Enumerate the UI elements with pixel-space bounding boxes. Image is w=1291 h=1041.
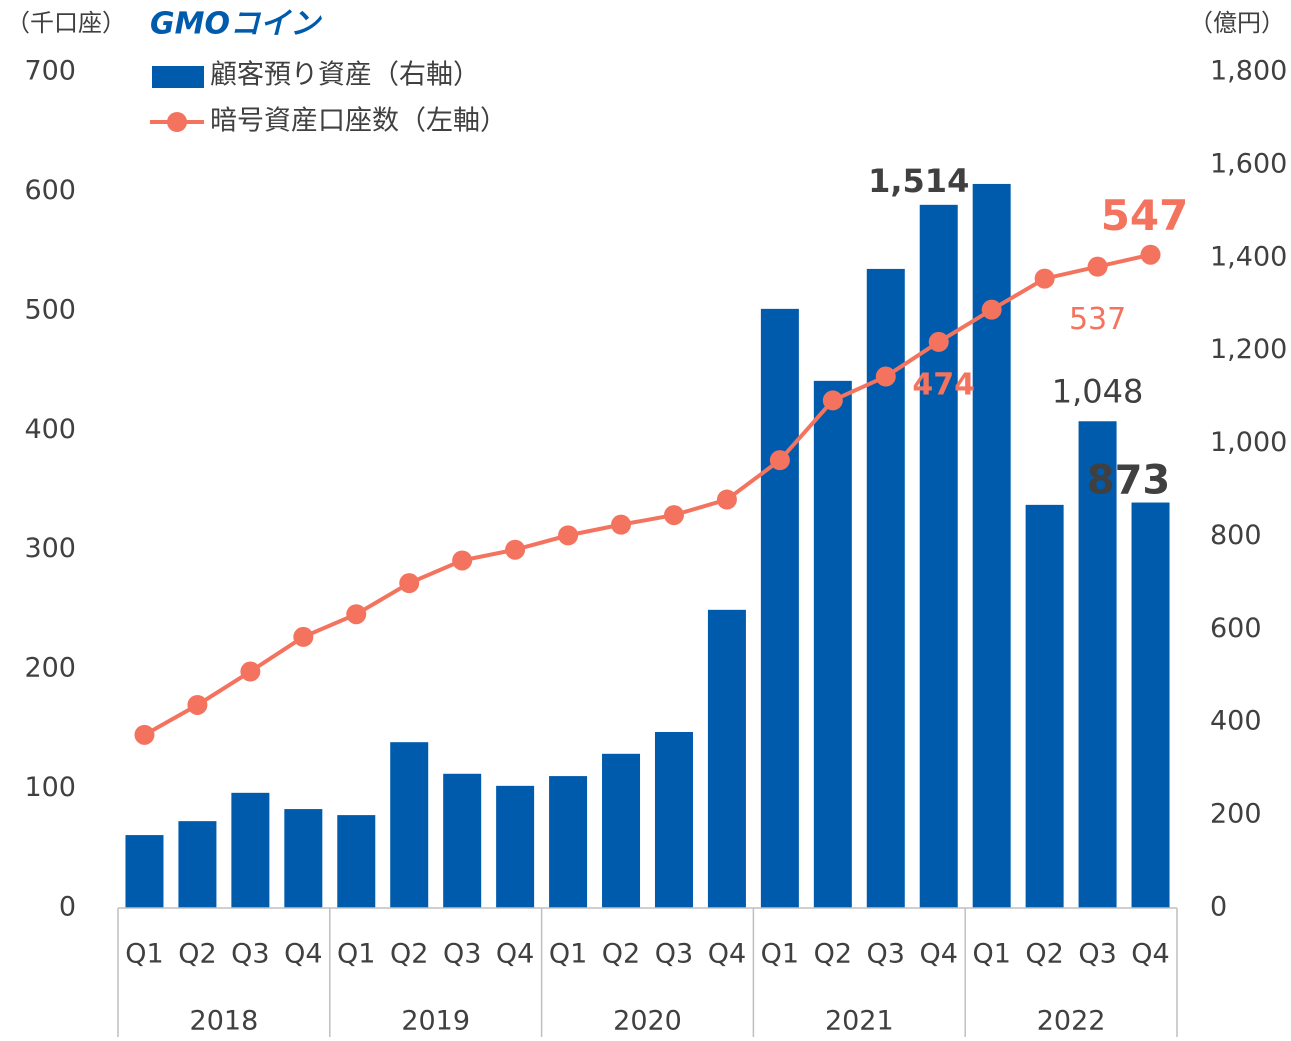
line-point [716,489,737,510]
y2-tick-label: 1,000 [1210,427,1287,458]
bar [919,204,958,908]
bar [178,821,217,908]
bar [602,753,641,908]
line-point [505,539,526,560]
y2-tick-label: 200 [1210,799,1262,830]
x-group-label: 2021 [825,1006,894,1037]
y2-tick-label: 800 [1210,520,1262,551]
legend-swatch [152,66,204,88]
x-group-label: 2018 [190,1006,259,1037]
x-tick-label: Q4 [1131,939,1169,970]
line-point [187,694,208,715]
y-tick-label: 100 [24,772,76,803]
y-tick-label: 400 [24,414,76,445]
bar [284,809,323,908]
bar [972,183,1011,909]
bar [549,776,588,908]
y-tick-label: 700 [24,56,76,87]
bar [390,742,429,908]
y-tick-label: 200 [24,653,76,684]
line-point [293,626,314,647]
bar [496,785,535,908]
bar [1025,504,1064,908]
y2-tick-label: 1,400 [1210,241,1287,272]
data-label: 547 [1101,191,1189,240]
x-group-label: 2022 [1037,1006,1106,1037]
y2-tick-label: 0 [1210,892,1227,923]
x-group-label: 2019 [401,1006,470,1037]
x-tick-label: Q1 [125,939,163,970]
y-tick-label: 500 [24,294,76,325]
x-tick-label: Q4 [920,939,958,970]
line-point [611,514,632,535]
line-point [452,550,473,571]
y2-tick-label: 600 [1210,613,1262,644]
x-tick-label: Q3 [1078,939,1116,970]
bar [813,380,852,908]
y2-unit: （億円） [1189,9,1285,37]
x-tick-label: Q4 [708,939,746,970]
data-label: 873 [1087,458,1171,504]
line-point [769,450,790,471]
data-label: 1,048 [1052,372,1144,410]
x-tick-label: Q1 [761,939,799,970]
bar [443,773,482,908]
line-point [240,661,261,682]
y2-tick-label: 1,800 [1210,56,1287,87]
line-point [1140,244,1161,265]
data-label: 1,514 [868,162,969,200]
bar [707,609,746,908]
legend-label: 顧客預り資産（右軸） [210,60,480,91]
data-label: 474 [912,367,975,402]
bar [760,308,799,908]
x-tick-label: Q4 [284,939,322,970]
x-tick-label: Q4 [496,939,534,970]
bar [1131,502,1170,908]
bar [125,835,164,908]
x-tick-label: Q1 [337,939,375,970]
x-tick-label: Q1 [972,939,1010,970]
y-unit: （千口座） [6,9,126,37]
x-group-label: 2020 [613,1006,682,1037]
line-point [928,331,949,352]
x-tick-label: Q2 [390,939,428,970]
bar [337,815,376,908]
legend-label: 暗号資産口座数（左軸） [210,106,507,137]
line-point [663,505,684,526]
line-point [399,573,420,594]
x-tick-label: Q3 [867,939,905,970]
y-tick-label: 300 [24,533,76,564]
y2-tick-label: 1,200 [1210,334,1287,365]
x-tick-label: Q3 [443,939,481,970]
line-point [346,604,367,625]
bar [866,268,905,908]
x-tick-label: Q2 [1025,939,1063,970]
line-point [981,299,1002,320]
line-point [875,366,896,387]
line-point [822,390,843,411]
bar [231,792,270,908]
data-label: 537 [1069,302,1126,337]
y-tick-label: 0 [59,892,76,923]
logo: GMOコイン [150,7,322,42]
legend-swatch [167,112,187,132]
y-tick-label: 600 [24,175,76,206]
line-point [1034,268,1055,289]
x-tick-label: Q2 [602,939,640,970]
x-tick-label: Q2 [814,939,852,970]
x-tick-label: Q3 [655,939,693,970]
bar [1078,421,1117,908]
bar [654,731,693,908]
line-point [134,724,155,745]
line-point [1087,256,1108,277]
x-tick-label: Q1 [549,939,587,970]
x-tick-label: Q3 [231,939,269,970]
x-tick-label: Q2 [178,939,216,970]
y2-tick-label: 400 [1210,706,1262,737]
y2-tick-label: 1,600 [1210,148,1287,179]
line-point [558,525,579,546]
